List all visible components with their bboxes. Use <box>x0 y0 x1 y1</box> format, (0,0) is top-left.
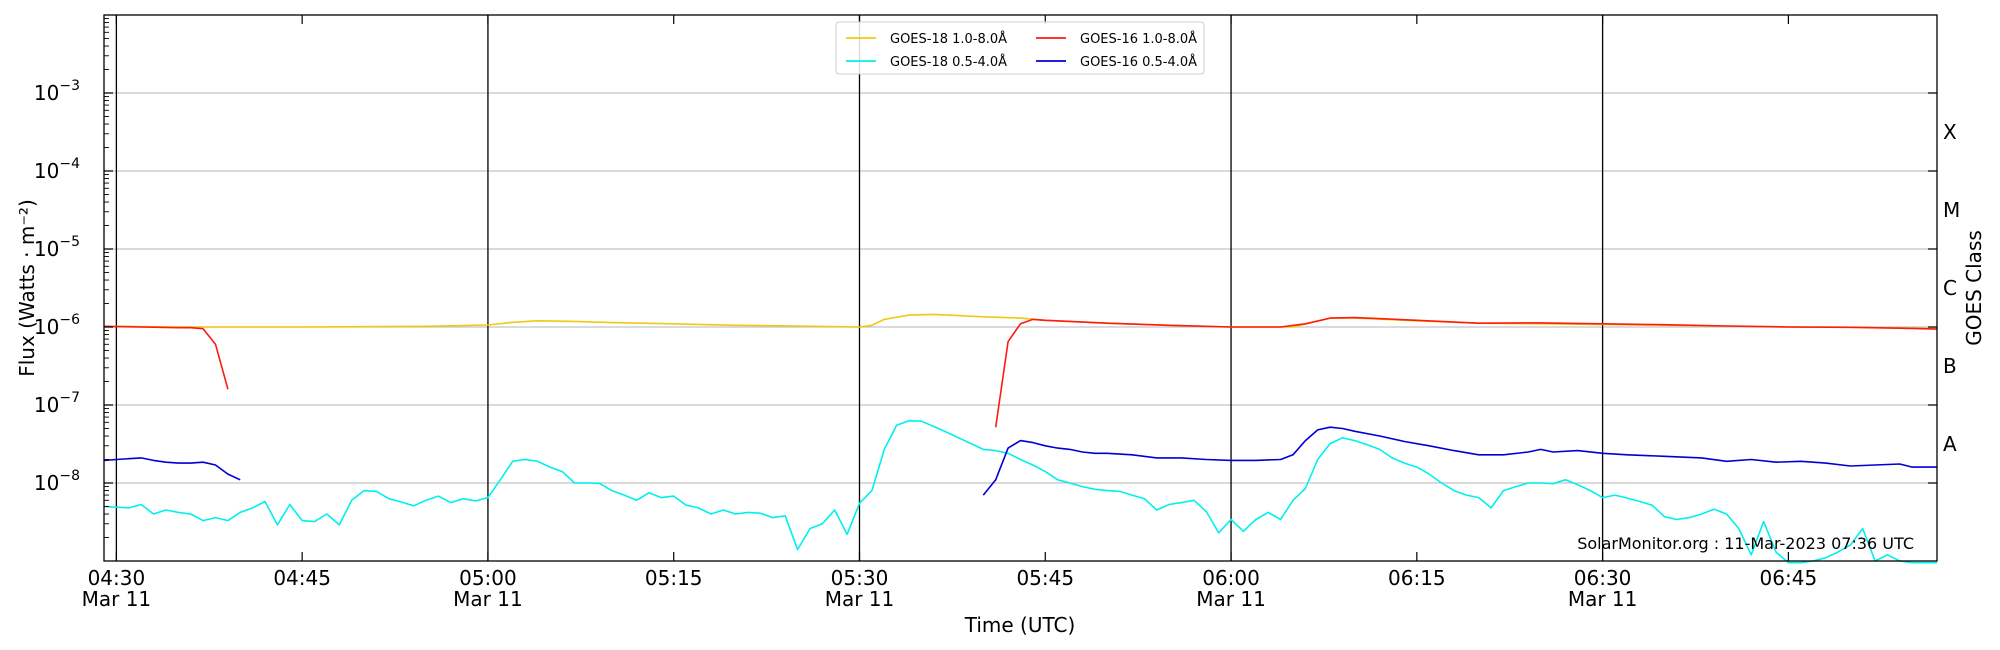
x-tick-date-label: Mar 11 <box>825 587 895 611</box>
legend-label-1: GOES-18 0.5-4.0Å <box>890 54 1007 70</box>
y-tick-exponent: −4 <box>59 156 80 172</box>
y-tick-base: 10 <box>34 471 59 495</box>
legend-label-0: GOES-18 1.0-8.0Å <box>890 31 1007 47</box>
legend: GOES-18 1.0-8.0Å GOES-18 0.5-4.0Å GOES-16 … <box>835 21 1205 75</box>
y-tick-exponent: −7 <box>59 390 80 406</box>
y-tick-exponent: −6 <box>59 312 80 328</box>
x-tick-label: 04:45 <box>273 566 331 590</box>
x-tick-date-label: Mar 11 <box>1568 587 1638 611</box>
y-tick-exponent: −8 <box>59 468 80 484</box>
series-2-segment-1 <box>994 316 1938 428</box>
y-tick-base: 10 <box>34 159 59 183</box>
x-tick-label: 05:00 <box>459 566 517 590</box>
legend-label-3: GOES-16 0.5-4.0Å <box>1080 54 1197 70</box>
x-tick-date-label: Mar 11 <box>453 587 523 611</box>
axis-ticks <box>104 15 1937 561</box>
y-tick-base: 10 <box>34 81 59 105</box>
x-tick-label: 05:15 <box>645 566 703 590</box>
y-tick-label: 10−8 <box>34 468 80 495</box>
y-tick-exponent: −3 <box>59 78 80 94</box>
plot-area-frame <box>103 14 1938 562</box>
y-tick-base: 10 <box>34 237 59 261</box>
y-tick-base: 10 <box>34 393 59 417</box>
y-tick-label: 10−5 <box>34 234 80 261</box>
y-tick-label: 10−3 <box>34 78 80 105</box>
series-lines <box>103 313 1938 564</box>
goes-class-label-b: B <box>1943 354 1957 378</box>
x-tick-date-label: Mar 11 <box>82 587 152 611</box>
series-3-segment-0 <box>103 457 241 481</box>
goes-class-axis-title: GOES Class <box>1962 230 1986 346</box>
goes-class-label-a: A <box>1943 432 1957 456</box>
x-tick-label: 06:45 <box>1760 566 1818 590</box>
goes-class-label-x: X <box>1943 120 1957 144</box>
y-tick-label: 10−4 <box>34 156 80 183</box>
x-axis-title: Time (UTC) <box>964 613 1076 637</box>
x-tick-date-label: Mar 11 <box>1196 587 1266 611</box>
legend-box <box>835 21 1205 75</box>
series-1-segment-0 <box>103 419 1937 564</box>
day-marker-lines <box>115 15 1604 561</box>
credit-text: SolarMonitor.org : 11-Mar-2023 07:36 UTC <box>1577 534 1914 553</box>
x-tick-label: 06:00 <box>1202 566 1260 590</box>
y-axis-title: Flux (Watts · m⁻²) <box>15 199 39 377</box>
x-tick-label: 06:15 <box>1388 566 1446 590</box>
goes-class-label-c: C <box>1943 276 1957 300</box>
x-tick-label: 06:30 <box>1574 566 1632 590</box>
legend-label-2: GOES-16 1.0-8.0Å <box>1080 31 1197 47</box>
series-2-segment-0 <box>103 325 229 390</box>
x-tick-label: 04:30 <box>88 566 146 590</box>
y-tick-label: 10−6 <box>34 312 80 339</box>
x-tick-label: 05:30 <box>831 566 889 590</box>
y-tick-label: 10−7 <box>34 390 80 417</box>
y-tick-base: 10 <box>34 315 59 339</box>
goes-class-label-m: M <box>1943 198 1960 222</box>
y-tick-exponent: −5 <box>59 234 80 250</box>
series-3-segment-1 <box>982 426 1937 496</box>
x-tick-label: 05:45 <box>1016 566 1074 590</box>
